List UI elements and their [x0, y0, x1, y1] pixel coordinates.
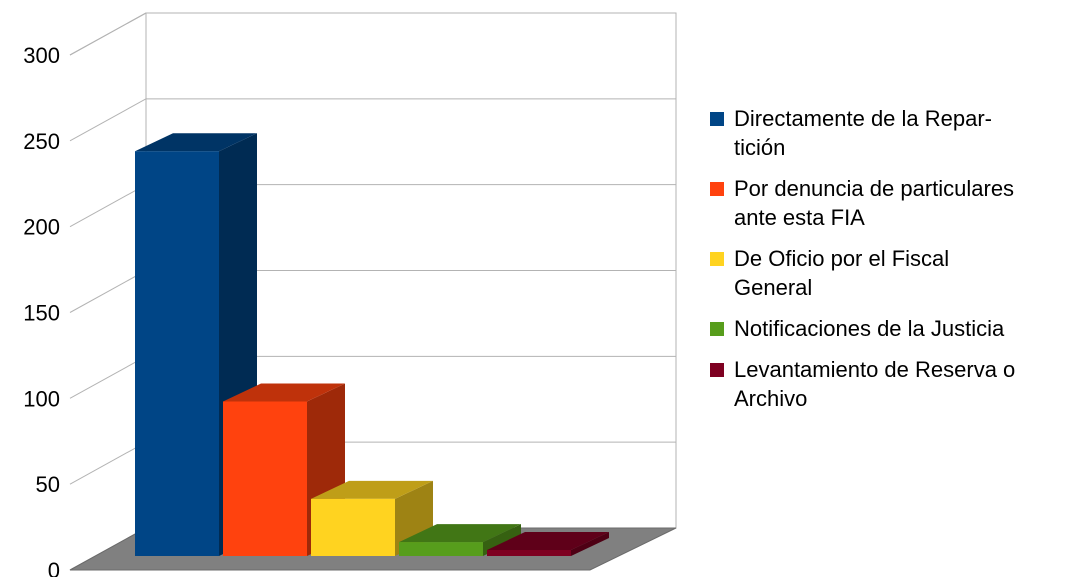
- bar-front: [135, 151, 219, 556]
- bar-front: [399, 542, 483, 556]
- legend-item: Levantamiento de Reserva o Archivo: [710, 355, 1070, 413]
- gridline-side: [70, 271, 146, 313]
- bar-front: [487, 550, 571, 556]
- legend-item: Notificaciones de la Justicia: [710, 314, 1070, 343]
- legend-swatch: [710, 252, 724, 266]
- y-tick-label: 250: [23, 129, 60, 154]
- legend-label: Levantamiento de Reserva o: [734, 355, 1070, 384]
- bar-chart: 0 50 100 150 200 250 300: [0, 0, 680, 577]
- legend-item: De Oficio por el Fiscal General: [710, 244, 1070, 302]
- legend-swatch: [710, 322, 724, 336]
- y-tick-label: 150: [23, 301, 60, 326]
- legend-swatch: [710, 363, 724, 377]
- legend-label: ante esta FIA: [734, 203, 1070, 232]
- y-tick-label: 0: [48, 558, 60, 577]
- gridline-side: [70, 13, 146, 55]
- gridline-side: [70, 185, 146, 227]
- legend-label: General: [734, 273, 1070, 302]
- gridline-side: [70, 356, 146, 398]
- legend-swatch: [710, 182, 724, 196]
- gridline-side: [70, 99, 146, 141]
- y-axis-ticks: 0 50 100 150 200 250 300: [23, 43, 60, 577]
- legend-label: tición: [734, 133, 1070, 162]
- y-tick-label: 300: [23, 43, 60, 68]
- legend-label: Directamente de la Repar-: [734, 104, 1070, 133]
- y-tick-label: 50: [36, 472, 60, 497]
- legend-label: Archivo: [734, 384, 1070, 413]
- legend-label: Notificaciones de la Justicia: [734, 314, 1070, 343]
- legend-item: Directamente de la Repar- tición: [710, 104, 1070, 162]
- legend-swatch: [710, 112, 724, 126]
- bar-front: [223, 402, 307, 557]
- y-tick-label: 200: [23, 215, 60, 240]
- y-tick-label: 100: [23, 386, 60, 411]
- legend-label: De Oficio por el Fiscal: [734, 244, 1070, 273]
- legend-label: Por denuncia de particulares: [734, 174, 1070, 203]
- bar-front: [311, 499, 395, 556]
- gridline-side: [70, 442, 146, 484]
- legend: Directamente de la Repar- tición Por den…: [710, 104, 1070, 425]
- legend-item: Por denuncia de particulares ante esta F…: [710, 174, 1070, 232]
